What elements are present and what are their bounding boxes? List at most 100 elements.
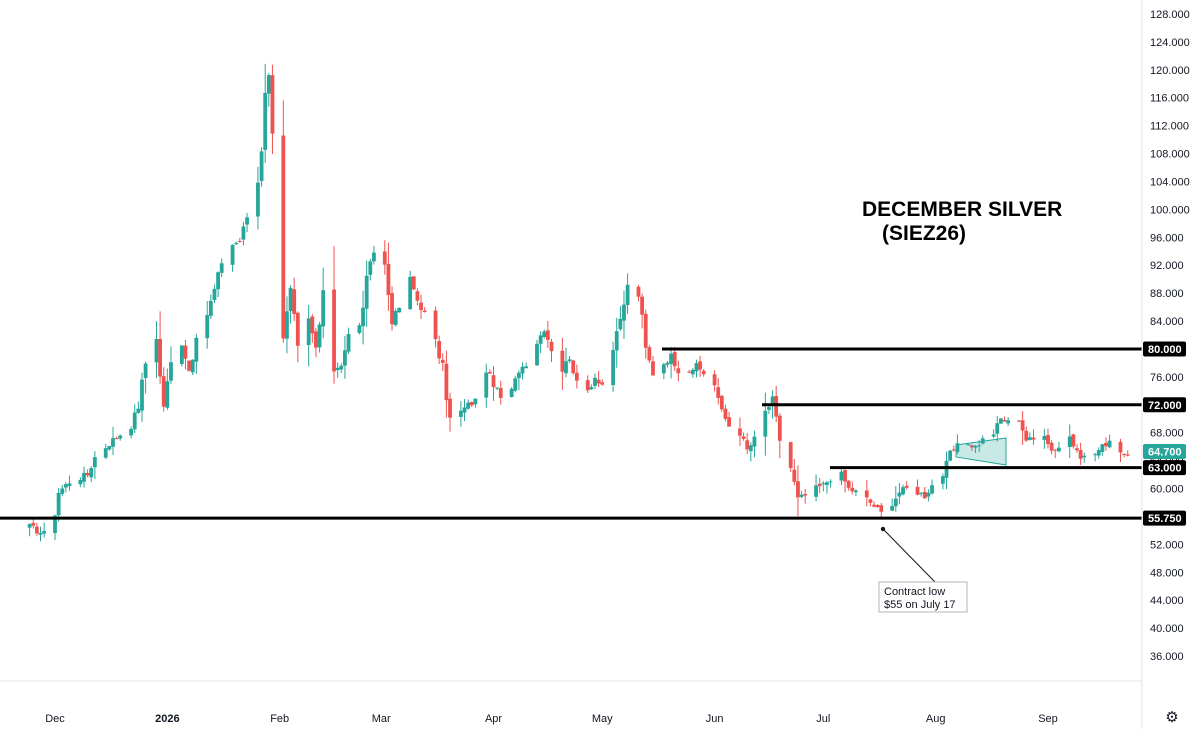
- candle-body: [34, 526, 39, 534]
- candle-body: [179, 345, 184, 364]
- candle-body: [549, 341, 554, 352]
- candle-body: [1078, 450, 1083, 459]
- annotation-box: [878, 581, 968, 613]
- candle-body: [817, 483, 822, 487]
- price-tag-label: 55.750: [1148, 513, 1182, 525]
- candle-body: [165, 381, 170, 408]
- candle-body: [397, 307, 402, 313]
- candle-body: [357, 325, 362, 334]
- candle-body: [915, 486, 920, 495]
- y-tick-label: 68.000: [1150, 428, 1184, 440]
- candle-body: [516, 372, 521, 379]
- y-axis[interactable]: 36.00040.00044.00048.00052.00056.00060.0…: [1150, 9, 1190, 663]
- y-tick-label: 52.000: [1150, 539, 1184, 551]
- price-tags: 80.000 72.000 63.000 55.750 64.700: [1143, 341, 1186, 526]
- candle-body: [285, 311, 289, 339]
- contract-low-annotation: Contract low $55 on July 17: [878, 526, 968, 613]
- candle-body: [386, 264, 391, 295]
- candle-body: [904, 485, 909, 488]
- candle-body: [473, 398, 478, 405]
- candle-body: [690, 369, 695, 375]
- price-tag: [1143, 510, 1186, 526]
- candle-body: [897, 492, 902, 497]
- candle-body: [542, 331, 547, 338]
- candle-body: [219, 263, 224, 273]
- candle-body: [698, 361, 702, 370]
- candle-body: [973, 445, 978, 448]
- candle-body: [893, 498, 898, 507]
- y-tick-label: 128.000: [1150, 9, 1190, 21]
- candle-body: [263, 92, 268, 150]
- candle-body: [187, 360, 191, 371]
- candle-body: [854, 490, 858, 493]
- y-tick-label: 108.000: [1150, 149, 1190, 161]
- candle-body: [444, 363, 449, 401]
- candle-body: [1082, 455, 1087, 458]
- candle-body: [770, 396, 775, 406]
- y-tick-label: 40.000: [1150, 623, 1184, 635]
- candle-body: [158, 338, 162, 377]
- candle-body: [998, 418, 1003, 424]
- candle-body: [611, 350, 616, 386]
- candle-body: [310, 316, 315, 334]
- x-axis[interactable]: Dec 2026 Feb Mar Apr May Jun Jul Aug Sep: [45, 713, 1058, 725]
- candle-body: [234, 242, 239, 245]
- candle-body: [890, 505, 895, 511]
- candle-body: [763, 410, 768, 437]
- y-tick-label: 112.000: [1150, 121, 1189, 133]
- candle-body: [437, 341, 442, 359]
- candle-body: [259, 151, 264, 182]
- candle-body: [63, 484, 68, 488]
- candle-body: [440, 359, 445, 363]
- x-tick-label: 2026: [155, 713, 179, 725]
- candle-body: [292, 289, 297, 315]
- candle-body: [408, 276, 413, 310]
- candle-body: [415, 291, 420, 301]
- candle-body: [995, 423, 1000, 434]
- y-tick-label: 76.000: [1150, 372, 1184, 384]
- candle-body: [509, 388, 514, 398]
- candle-body: [1053, 449, 1058, 451]
- gear-icon[interactable]: ⚙: [1165, 709, 1179, 726]
- candle-body: [846, 480, 851, 488]
- candle-body: [118, 435, 123, 439]
- candle-body: [53, 515, 57, 533]
- candle-body: [205, 315, 210, 339]
- candle-body: [114, 438, 119, 440]
- candle-body: [458, 410, 463, 417]
- y-tick-label: 60.000: [1150, 484, 1184, 496]
- candle-body: [433, 310, 438, 340]
- y-tick-label: 104.000: [1150, 176, 1190, 188]
- candle-body: [256, 182, 260, 217]
- y-tick-label: 92.000: [1150, 260, 1184, 272]
- candle-body: [364, 275, 369, 309]
- price-tag-label: 63.000: [1148, 463, 1182, 475]
- x-tick-label: Dec: [45, 713, 65, 725]
- candle-body: [868, 499, 873, 503]
- candle-body: [1049, 442, 1054, 451]
- candle-body: [1122, 453, 1127, 455]
- candle-body: [1071, 434, 1076, 447]
- candle-body: [589, 387, 594, 390]
- candle-body: [140, 379, 144, 411]
- candle-body: [701, 370, 706, 375]
- candle-body: [42, 531, 47, 534]
- candle-body: [154, 338, 159, 363]
- price-tag-label: 80.000: [1148, 344, 1182, 356]
- price-tag: [1143, 397, 1186, 413]
- candle-body: [1006, 420, 1011, 424]
- candle-body: [966, 444, 971, 446]
- candle-body: [469, 402, 474, 406]
- candle-body: [977, 445, 982, 447]
- candle-body: [1020, 420, 1025, 431]
- candle-body: [600, 382, 605, 385]
- candle-body: [839, 471, 844, 481]
- candle-body: [339, 365, 344, 370]
- candle-body: [393, 310, 398, 325]
- candle-body: [643, 313, 648, 348]
- candle-body: [622, 304, 626, 321]
- candle-body: [419, 302, 423, 311]
- candle-body: [1027, 437, 1032, 440]
- candle-body: [741, 436, 746, 439]
